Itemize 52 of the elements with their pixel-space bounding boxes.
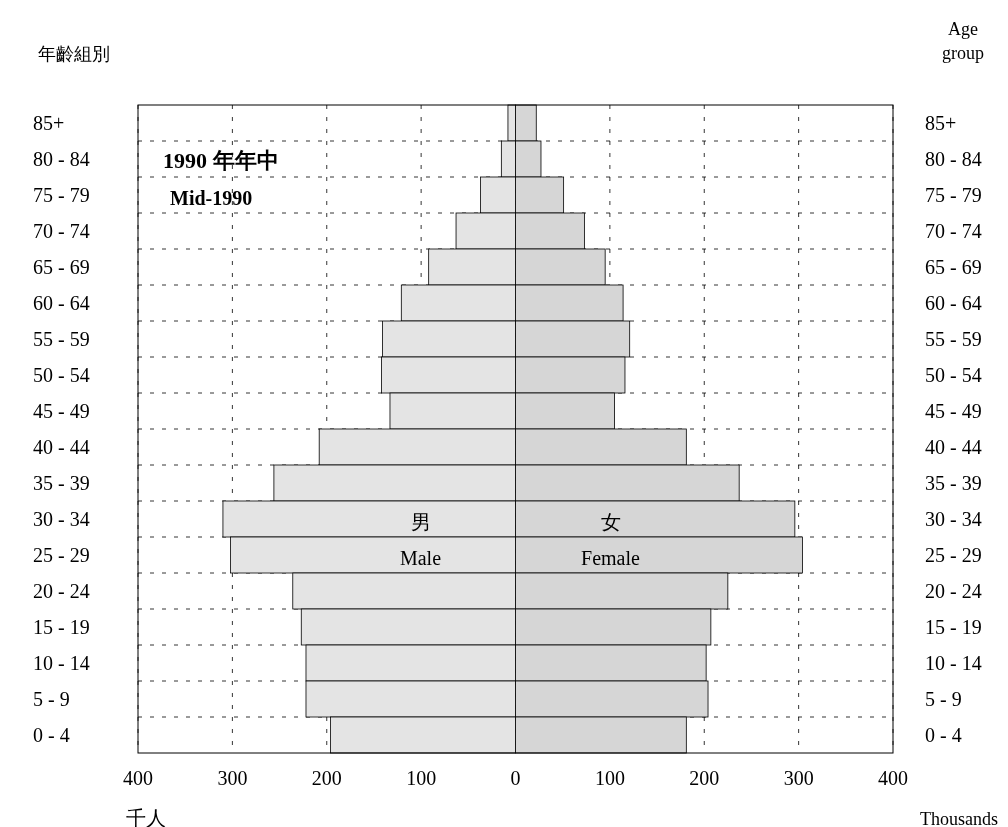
y2-axis-title: Age group xyxy=(942,19,984,63)
y-tick-label: 60 - 64 xyxy=(925,292,982,314)
x-tick-label: 400 xyxy=(878,767,908,789)
y-tick-label: 50 - 54 xyxy=(925,364,982,386)
y-tick-label: 75 - 79 xyxy=(925,184,982,206)
y-tick-label: 45 - 49 xyxy=(925,400,982,422)
category-label: 55 - 59 xyxy=(33,328,90,350)
y-tick-label: 30 - 34 xyxy=(925,508,982,530)
y-tick-label: 40 - 44 xyxy=(925,436,982,458)
text: 1990 年年中 xyxy=(163,148,279,173)
x-tick-label: 0 xyxy=(510,767,521,789)
series-label: 男 Male xyxy=(399,510,442,569)
category-label: 60 - 64 xyxy=(33,292,90,314)
category-label: 65 - 69 xyxy=(33,256,90,278)
x-tick-label: 200 xyxy=(311,767,342,789)
x-tick-label: 300 xyxy=(217,767,248,789)
y-tick-label: 20 - 24 xyxy=(925,580,982,602)
y-tick-label: 10 - 14 xyxy=(925,652,982,674)
y-tick-label: 0 - 4 xyxy=(925,724,962,746)
category-label: 75 - 79 xyxy=(33,184,90,206)
category-label: 30 - 34 xyxy=(33,508,90,530)
category-label: 45 - 49 xyxy=(33,400,90,422)
category-label: 0 - 4 xyxy=(33,724,70,746)
y-tick-label: 25 - 29 xyxy=(925,544,982,566)
y-axis-title: 年齡組別 xyxy=(38,43,110,64)
category-label: 40 - 44 xyxy=(33,436,90,458)
category-label: 15 - 19 xyxy=(33,616,90,638)
y-tick-label: 65 - 69 xyxy=(925,256,982,278)
y-tick-label: 70 - 74 xyxy=(925,220,982,242)
category-label: 85+ xyxy=(33,112,65,134)
x-tick-label: 300 xyxy=(783,767,814,789)
category-label: 50 - 54 xyxy=(33,364,90,386)
x-tick-label: 400 xyxy=(123,767,153,789)
x-tick-label: 200 xyxy=(689,767,720,789)
category-label: 25 - 29 xyxy=(33,544,90,566)
category-label: 10 - 14 xyxy=(33,652,90,674)
y-tick-label: 35 - 39 xyxy=(925,472,982,494)
x-tick-label: 100 xyxy=(406,767,437,789)
y-tick-label: 55 - 59 xyxy=(925,328,982,350)
category-label: 35 - 39 xyxy=(33,472,90,494)
x-tick-label: 100 xyxy=(594,767,625,789)
category-label: 80 - 84 xyxy=(33,148,90,170)
y-tick-label: 15 - 19 xyxy=(925,616,982,638)
series-label: 女 Female xyxy=(581,510,641,569)
y-tick-label: 5 - 9 xyxy=(925,688,962,710)
category-label: 5 - 9 xyxy=(33,688,70,710)
text: Mid-1990 xyxy=(170,187,253,209)
text: Thousands xyxy=(920,809,998,827)
y-tick-label: 85+ xyxy=(925,112,957,134)
category-label: 20 - 24 xyxy=(33,580,90,602)
category-label: 70 - 74 xyxy=(33,220,90,242)
y-tick-label: 80 - 84 xyxy=(925,148,982,170)
